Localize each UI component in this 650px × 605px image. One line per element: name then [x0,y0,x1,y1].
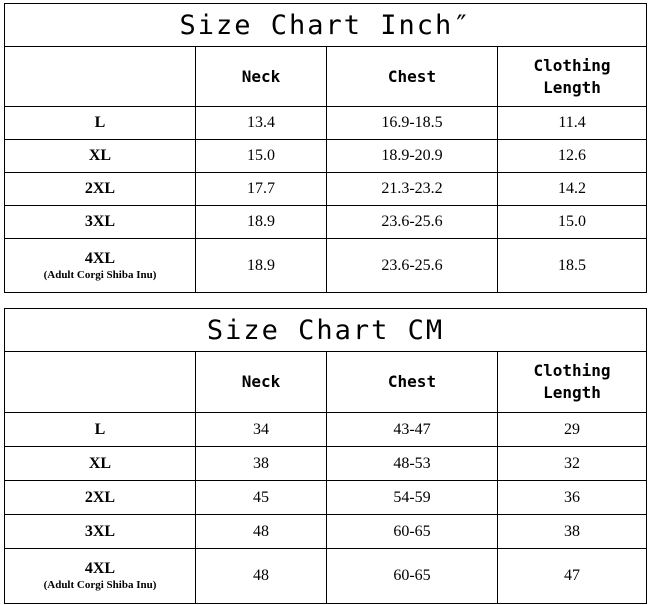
chart-title: Size Chart CM [3,308,648,352]
table-row: XL 15.0 18.9-20.9 12.6 [4,139,648,173]
size-label: L [94,420,106,438]
size-label: 3XL [84,522,116,540]
size-label: 4XL [84,249,116,267]
column-header: Neck [195,46,327,107]
length-cell: 32 [496,446,648,481]
size-label: XL [88,147,112,164]
chart-title: Size Chart Inch″ [3,3,648,47]
chest-cell: 16.9-18.5 [326,106,498,140]
chest-cell: 23.6-25.6 [326,238,498,293]
chest-cell: 23.6-25.6 [326,205,498,239]
size-cell: 4XL (Adult Corgi Shiba Inu) [4,548,196,604]
table-row: XL 38 48-53 32 [4,446,648,481]
size-cell: XL [4,446,196,481]
neck-cell: 34 [195,412,327,447]
table-row: 3XL 48 60-65 38 [4,514,648,549]
table-row: 2XL 17.7 21.3-23.2 14.2 [4,172,648,206]
length-cell: 12.6 [496,139,648,173]
column-header: Clothing Length [496,46,648,107]
neck-cell: 17.7 [195,172,327,206]
length-cell: 36 [496,480,648,515]
column-header: Chest [326,351,498,413]
neck-cell: 18.9 [195,205,327,239]
neck-cell: 48 [195,514,327,549]
size-chart-cm: Size Chart CM Neck Chest Clothing Length L 34… [3,308,648,604]
table-row: 4XL (Adult Corgi Shiba Inu) 48 60-65 47 [4,548,648,604]
size-label: 2XL [84,488,116,506]
size-cell: 2XL [4,172,196,206]
size-label: L [94,114,106,131]
neck-cell: 13.4 [195,106,327,140]
chest-cell: 54-59 [326,480,498,515]
neck-cell: 38 [195,446,327,481]
table-row: 4XL (Adult Corgi Shiba Inu) 18.9 23.6-25.6 1… [4,238,648,293]
neck-cell: 45 [195,480,327,515]
size-cell: 4XL (Adult Corgi Shiba Inu) [4,238,196,293]
size-note: (Adult Corgi Shiba Inu) [43,579,157,591]
size-cell: L [4,412,196,447]
size-label: 4XL [84,560,116,577]
length-cell: 14.2 [496,172,648,206]
length-cell: 15.0 [496,205,648,239]
table-row: L 13.4 16.9-18.5 11.4 [4,106,648,140]
length-cell: 11.4 [496,106,648,140]
column-header [4,351,196,413]
table-row: L 34 43-47 29 [4,412,648,447]
size-cell: XL [4,139,196,173]
chest-cell: 43-47 [326,412,498,447]
neck-cell: 48 [195,548,327,604]
size-label: 2XL [84,180,116,197]
length-cell: 38 [496,514,648,549]
chest-cell: 21.3-23.2 [326,172,498,206]
size-cell: 3XL [4,514,196,549]
column-header: Chest [326,46,498,107]
size-label: XL [88,454,112,472]
length-cell: 47 [496,548,648,604]
column-header [4,46,196,107]
chest-cell: 60-65 [326,548,498,604]
header-row: Neck Chest Clothing Length [4,351,648,413]
length-cell: 29 [496,412,648,447]
table-row: 3XL 18.9 23.6-25.6 15.0 [4,205,648,239]
length-cell: 18.5 [496,238,648,293]
column-header: Clothing Length [496,351,648,413]
size-chart-inch: Size Chart Inch″ Neck Chest Clothing Length… [3,3,648,293]
chest-cell: 60-65 [326,514,498,549]
size-cell: 3XL [4,205,196,239]
chest-cell: 48-53 [326,446,498,481]
size-cell: L [4,106,196,140]
neck-cell: 18.9 [195,238,327,293]
size-note: (Adult Corgi Shiba Inu) [43,268,157,281]
size-label: 3XL [84,213,116,230]
table-row: 2XL 45 54-59 36 [4,480,648,515]
neck-cell: 15.0 [195,139,327,173]
size-cell: 2XL [4,480,196,515]
column-header: Neck [195,351,327,413]
header-row: Neck Chest Clothing Length [4,46,648,107]
chest-cell: 18.9-20.9 [326,139,498,173]
